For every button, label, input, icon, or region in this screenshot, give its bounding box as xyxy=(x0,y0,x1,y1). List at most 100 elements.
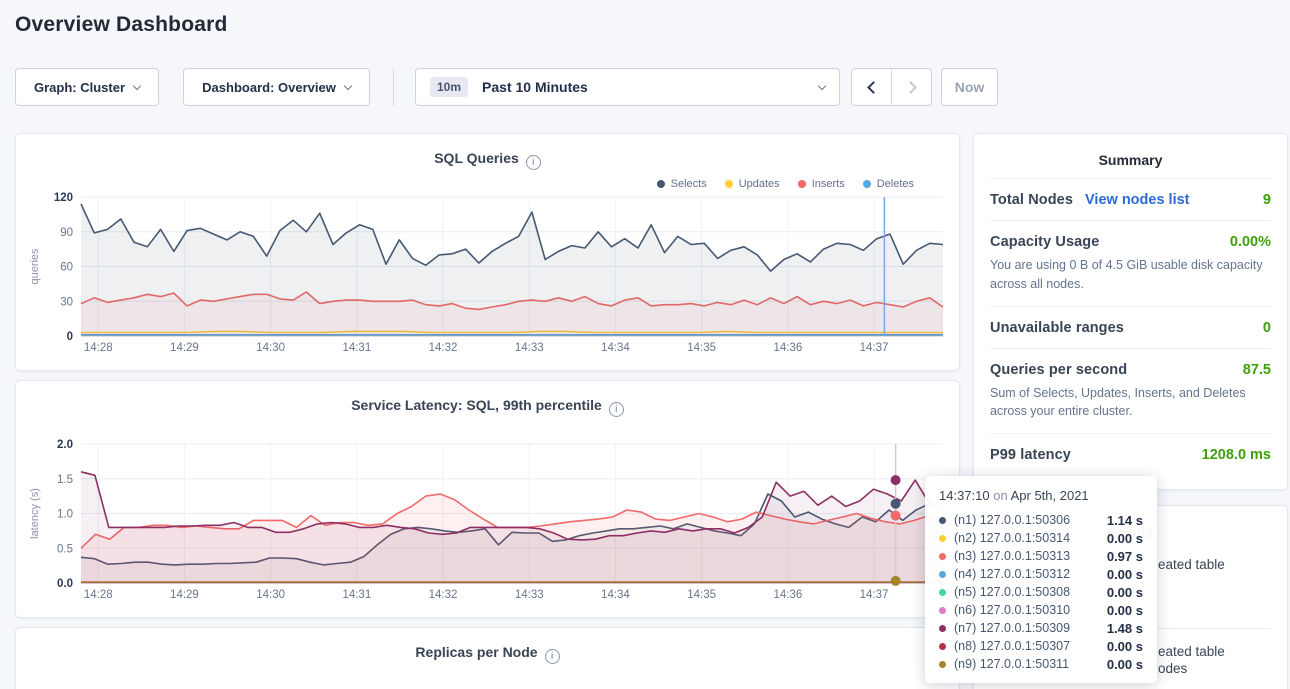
tooltip-node-value: 1.48 s xyxy=(1106,620,1143,636)
tooltip-node-row: (n8) 127.0.0.1:50307 0.00 s xyxy=(939,637,1143,655)
now-button[interactable]: Now xyxy=(941,68,998,106)
legend-item-updates[interactable]: Updates xyxy=(724,178,780,190)
tooltip-time: 14:37:10 xyxy=(939,488,990,503)
page-title: Overview Dashboard xyxy=(15,13,228,36)
service-latency-chart-card: Service Latency: SQL, 99th percentile i 0… xyxy=(15,380,960,618)
node-color-dot-icon xyxy=(939,588,946,596)
node-color-dot-icon xyxy=(939,570,946,578)
svg-text:14:35: 14:35 xyxy=(687,342,716,354)
tooltip-node-value: 0.97 s xyxy=(1106,548,1143,564)
svg-text:1.0: 1.0 xyxy=(57,509,73,521)
time-range-label: Past 10 Minutes xyxy=(482,79,588,95)
legend-dot-icon xyxy=(797,180,806,188)
time-back-button[interactable] xyxy=(852,69,891,105)
legend-item-selects[interactable]: Selects xyxy=(656,178,707,190)
now-button-label: Now xyxy=(954,79,985,95)
summary-value: 1208.0 ms xyxy=(1201,447,1271,463)
sql-queries-chart-card: SQL Queries i Selects Updates Inserts Delete… xyxy=(15,133,960,371)
summary-row-p99-latency: P99 latency 1208.0 ms xyxy=(990,433,1271,475)
tooltip-node-row: (n6) 127.0.0.1:50310 0.00 s xyxy=(939,601,1143,619)
graph-dropdown[interactable]: Graph: Cluster xyxy=(15,68,159,106)
tooltip-node-value: 0.00 s xyxy=(1106,530,1143,546)
chevron-down-icon xyxy=(343,81,353,90)
event-text-fragment[interactable]: eated table xyxy=(1158,644,1225,659)
svg-text:14:29: 14:29 xyxy=(170,342,199,354)
svg-text:14:35: 14:35 xyxy=(687,589,716,601)
svg-text:14:29: 14:29 xyxy=(170,589,199,601)
chart-hover-tooltip: 14:37:10 on Apr 5th, 2021 (n1) 127.0.0.1… xyxy=(925,476,1157,683)
summary-value: 9 xyxy=(1262,192,1271,208)
tooltip-node-value: 0.00 s xyxy=(1106,656,1143,672)
svg-text:14:31: 14:31 xyxy=(342,589,371,601)
svg-text:14:37: 14:37 xyxy=(860,589,889,601)
tooltip-node-label: (n9) 127.0.0.1:50311 xyxy=(954,657,1070,671)
time-nav-group xyxy=(851,68,932,106)
sql-queries-chart[interactable]: 0 30 60 90 120 14:28 14:29 14:30 14:31 14:32 14:33… xyxy=(24,192,949,354)
replicas-per-node-title: Replicas per Node xyxy=(415,644,538,660)
summary-label: P99 latency xyxy=(990,447,1071,463)
tooltip-node-label: (n3) 127.0.0.1:50313 xyxy=(954,549,1071,563)
svg-text:0.5: 0.5 xyxy=(57,543,73,555)
service-latency-chart[interactable]: 0.0 0.5 1.0 1.5 2.0 14:28 14:29 14:30 14:31 14:32… xyxy=(24,439,949,601)
legend-item-inserts[interactable]: Inserts xyxy=(797,178,845,190)
svg-text:0: 0 xyxy=(67,331,73,343)
svg-text:14:30: 14:30 xyxy=(256,589,285,601)
svg-text:2.0: 2.0 xyxy=(57,439,73,451)
time-range-dropdown[interactable]: 10m Past 10 Minutes xyxy=(415,68,840,106)
summary-note: Sum of Selects, Updates, Inserts, and De… xyxy=(990,385,1246,419)
svg-text:14:28: 14:28 xyxy=(84,342,113,354)
chevron-left-icon xyxy=(866,80,880,94)
svg-text:14:31: 14:31 xyxy=(342,342,371,354)
chart-title: SQL Queries i xyxy=(16,150,959,170)
tooltip-node-label: (n2) 127.0.0.1:50314 xyxy=(954,531,1071,545)
time-forward-button[interactable] xyxy=(891,69,931,105)
sql-queries-title: SQL Queries xyxy=(434,150,519,166)
event-text-fragment[interactable]: eated table xyxy=(1158,557,1225,572)
svg-text:queries: queries xyxy=(29,248,41,285)
svg-text:1.5: 1.5 xyxy=(57,474,73,486)
summary-row-queries-per-second: Queries per second 87.5 Sum of Selects, … xyxy=(990,347,1271,434)
tooltip-conj: on xyxy=(993,488,1008,503)
summary-label: Unavailable ranges xyxy=(990,319,1124,336)
node-color-dot-icon xyxy=(939,606,946,614)
svg-text:14:36: 14:36 xyxy=(773,342,802,354)
info-icon[interactable]: i xyxy=(525,155,541,170)
node-color-dot-icon xyxy=(939,624,946,632)
tooltip-node-label: (n1) 127.0.0.1:50306 xyxy=(954,513,1071,527)
summary-row-total-nodes: Total Nodes View nodes list 9 xyxy=(990,178,1271,220)
node-color-dot-icon xyxy=(939,660,946,668)
tooltip-node-row: (n3) 127.0.0.1:50313 0.97 s xyxy=(939,547,1143,565)
view-nodes-list-link[interactable]: View nodes list xyxy=(1085,192,1190,208)
legend-label: Selects xyxy=(670,178,707,190)
tooltip-node-value: 0.00 s xyxy=(1106,584,1143,600)
summary-value: 0.00% xyxy=(1229,234,1271,250)
chevron-down-icon xyxy=(132,81,142,90)
toolbar-divider xyxy=(393,68,394,106)
svg-text:0.0: 0.0 xyxy=(57,578,73,590)
dashboard-dropdown[interactable]: Dashboard: Overview xyxy=(183,68,370,106)
tooltip-node-label: (n5) 127.0.0.1:50308 xyxy=(954,585,1071,599)
info-icon[interactable]: i xyxy=(544,649,560,664)
svg-text:14:34: 14:34 xyxy=(601,342,630,354)
service-latency-title: Service Latency: SQL, 99th percentile xyxy=(351,397,602,413)
svg-text:60: 60 xyxy=(60,262,73,274)
node-color-dot-icon xyxy=(939,552,946,560)
svg-text:14:36: 14:36 xyxy=(773,589,802,601)
summary-title: Summary xyxy=(1098,152,1163,168)
tooltip-node-row: (n4) 127.0.0.1:50312 0.00 s xyxy=(939,565,1143,583)
summary-row-capacity-usage: Capacity Usage 0.00% You are using 0 B o… xyxy=(990,220,1271,306)
info-icon[interactable]: i xyxy=(608,402,624,417)
tooltip-node-value: 0.00 s xyxy=(1106,566,1143,582)
tooltip-node-label: (n6) 127.0.0.1:50310 xyxy=(954,603,1071,617)
node-color-dot-icon xyxy=(939,516,946,524)
summary-row-unavailable-ranges: Unavailable ranges 0 xyxy=(990,305,1271,348)
replicas-per-node-chart-card: Replicas per Node i xyxy=(15,627,960,689)
tooltip-node-row: (n1) 127.0.0.1:50306 1.14 s xyxy=(939,511,1143,529)
legend-item-deletes[interactable]: Deletes xyxy=(862,178,914,190)
event-text-fragment[interactable]: odes xyxy=(1158,661,1188,676)
tooltip-node-row: (n5) 127.0.0.1:50308 0.00 s xyxy=(939,583,1143,601)
svg-text:14:33: 14:33 xyxy=(515,589,544,601)
legend-label: Deletes xyxy=(876,178,914,190)
summary-note: You are using 0 B of 4.5 GiB usable disk… xyxy=(990,258,1263,291)
